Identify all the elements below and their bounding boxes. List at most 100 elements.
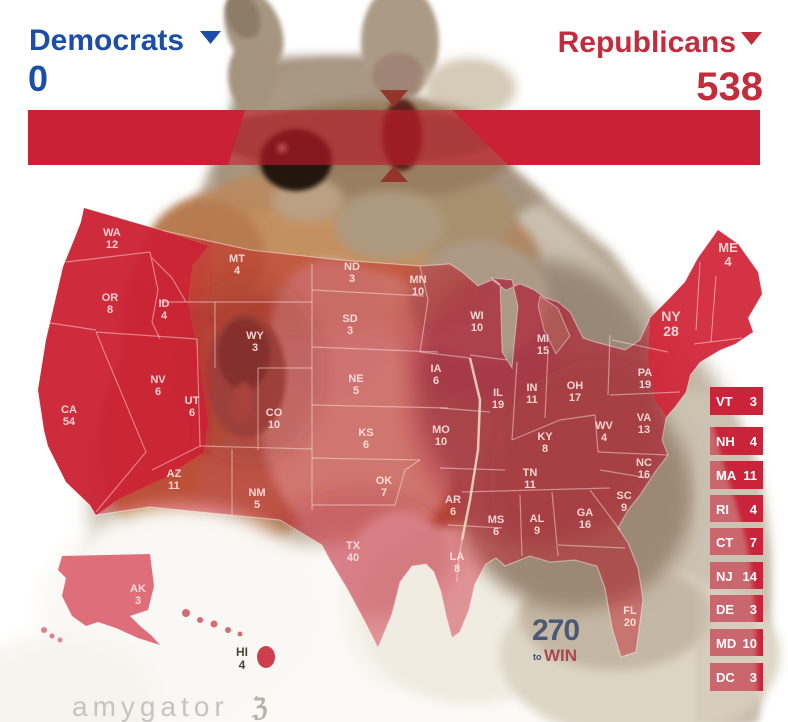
svg-text:NE: NE <box>348 373 363 385</box>
svg-text:GA: GA <box>577 507 594 519</box>
svg-text:NJ: NJ <box>716 569 733 584</box>
svg-text:5: 5 <box>254 499 260 511</box>
svg-text:MD: MD <box>716 636 736 651</box>
svg-text:6: 6 <box>363 439 369 451</box>
svg-text:AK: AK <box>130 583 146 595</box>
svg-text:5: 5 <box>353 385 359 397</box>
svg-text:KS: KS <box>358 427 373 439</box>
svg-text:LA: LA <box>450 551 465 563</box>
svg-text:6: 6 <box>433 375 439 387</box>
svg-text:3: 3 <box>347 325 353 337</box>
svg-text:3: 3 <box>252 342 258 354</box>
svg-text:RI: RI <box>716 502 729 517</box>
svg-text:3: 3 <box>750 670 757 685</box>
svg-text:54: 54 <box>63 416 76 428</box>
svg-text:12: 12 <box>106 239 118 251</box>
svg-text:19: 19 <box>639 379 651 391</box>
svg-text:10: 10 <box>268 419 280 431</box>
svg-text:16: 16 <box>638 469 650 481</box>
svg-text:16: 16 <box>579 519 591 531</box>
svg-text:3: 3 <box>349 273 355 285</box>
svg-text:3: 3 <box>135 595 141 607</box>
svg-text:SD: SD <box>342 313 357 325</box>
svg-text:VA: VA <box>637 412 652 424</box>
svg-text:6: 6 <box>155 386 161 398</box>
svg-text:14: 14 <box>743 569 758 584</box>
svg-text:3: 3 <box>750 394 757 409</box>
svg-text:NY: NY <box>661 308 681 324</box>
svg-text:Democrats: Democrats <box>29 24 184 57</box>
svg-text:40: 40 <box>347 552 359 564</box>
svg-text:ME: ME <box>718 240 738 255</box>
svg-text:11: 11 <box>526 394 538 406</box>
svg-text:NM: NM <box>248 487 265 499</box>
svg-text:AZ: AZ <box>167 468 182 480</box>
svg-text:WIN: WIN <box>544 646 577 665</box>
svg-text:WI: WI <box>470 310 483 322</box>
svg-text:7: 7 <box>750 535 757 550</box>
svg-text:10: 10 <box>435 436 447 448</box>
svg-text:4: 4 <box>750 434 758 449</box>
svg-text:Republicans: Republicans <box>558 26 736 59</box>
svg-text:19: 19 <box>492 399 504 411</box>
svg-text:amygator: amygator <box>72 691 229 722</box>
svg-text:538: 538 <box>696 65 763 109</box>
svg-text:IA: IA <box>431 363 442 375</box>
svg-text:11: 11 <box>743 468 757 483</box>
svg-text:MS: MS <box>488 514 505 526</box>
svg-text:WV: WV <box>595 420 613 432</box>
svg-text:IL: IL <box>493 387 503 399</box>
svg-text:4: 4 <box>234 265 241 277</box>
svg-text:8: 8 <box>454 563 460 575</box>
svg-text:TX: TX <box>346 540 361 552</box>
svg-text:CA: CA <box>61 404 77 416</box>
svg-text:WA: WA <box>103 227 121 239</box>
svg-text:4: 4 <box>239 658 246 672</box>
svg-text:4: 4 <box>750 502 758 517</box>
svg-text:7: 7 <box>381 487 387 499</box>
svg-text:HI: HI <box>236 645 248 659</box>
svg-text:ℨ: ℨ <box>251 694 267 722</box>
svg-text:20: 20 <box>624 617 636 629</box>
svg-text:TN: TN <box>523 467 538 479</box>
svg-text:11: 11 <box>168 480 180 492</box>
svg-text:NC: NC <box>636 457 652 469</box>
svg-text:CT: CT <box>716 535 733 550</box>
svg-text:3: 3 <box>750 602 757 617</box>
svg-text:8: 8 <box>107 304 113 316</box>
svg-text:6: 6 <box>493 526 499 538</box>
svg-text:28: 28 <box>663 323 679 339</box>
svg-text:8: 8 <box>542 443 548 455</box>
svg-text:10: 10 <box>412 286 424 298</box>
svg-text:MI: MI <box>537 333 549 345</box>
svg-text:DC: DC <box>716 670 735 685</box>
svg-text:6: 6 <box>189 407 195 419</box>
svg-text:AL: AL <box>530 513 545 525</box>
svg-text:MT: MT <box>229 253 245 265</box>
svg-text:ND: ND <box>344 261 360 273</box>
svg-text:11: 11 <box>524 479 536 491</box>
svg-text:9: 9 <box>534 525 540 537</box>
svg-text:KY: KY <box>537 431 553 443</box>
svg-text:4: 4 <box>601 432 608 444</box>
svg-text:15: 15 <box>537 345 549 357</box>
svg-text:PA: PA <box>638 367 653 379</box>
svg-text:CO: CO <box>266 407 283 419</box>
svg-text:10: 10 <box>471 322 483 334</box>
svg-text:FL: FL <box>623 605 637 617</box>
svg-text:6: 6 <box>450 506 456 518</box>
svg-text:17: 17 <box>569 392 581 404</box>
svg-text:OK: OK <box>376 475 393 487</box>
svg-text:ID: ID <box>159 298 170 310</box>
svg-text:4: 4 <box>161 310 168 322</box>
svg-text:IN: IN <box>527 382 538 394</box>
svg-text:OH: OH <box>567 380 584 392</box>
svg-text:OR: OR <box>102 292 119 304</box>
svg-text:0: 0 <box>28 58 48 99</box>
svg-text:WY: WY <box>246 330 264 342</box>
svg-text:MO: MO <box>432 424 450 436</box>
svg-text:to: to <box>533 652 542 662</box>
svg-text:4: 4 <box>724 254 732 269</box>
svg-text:MA: MA <box>716 468 737 483</box>
svg-text:UT: UT <box>185 395 200 407</box>
